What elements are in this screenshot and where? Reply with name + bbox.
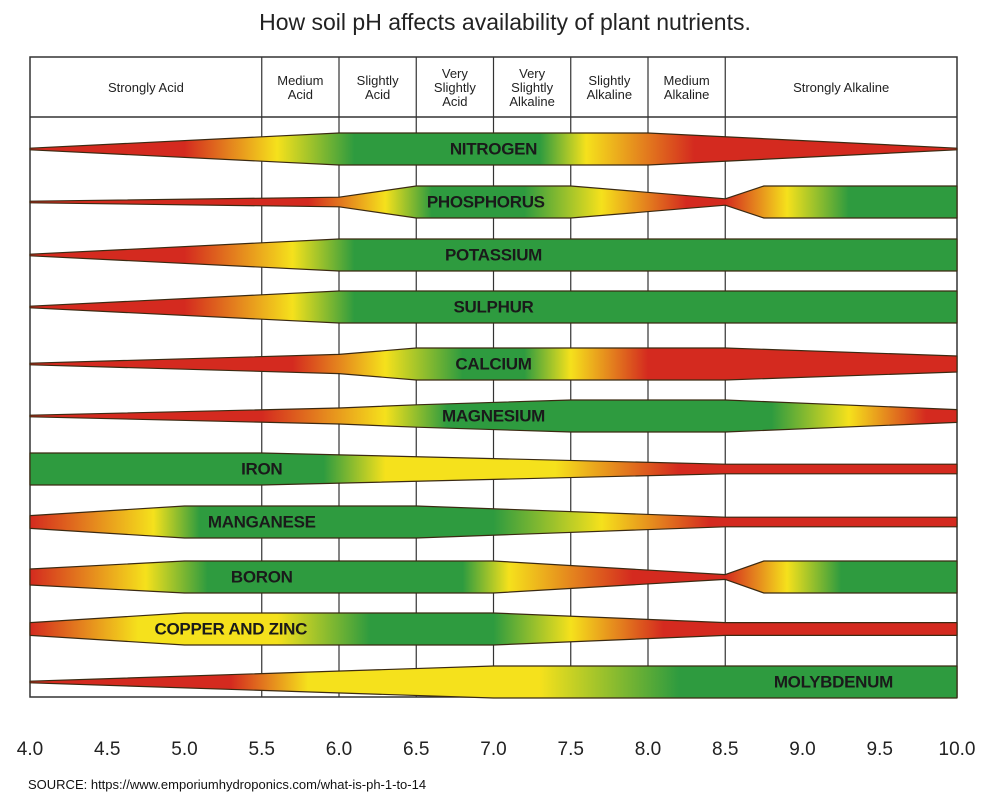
x-tick-label: 5.0: [171, 739, 197, 760]
ph-range-label-line: Acid: [365, 87, 390, 102]
band-shape: [29, 665, 958, 699]
x-tick-label: 6.5: [403, 739, 429, 760]
band-label: MANGANESE: [208, 513, 316, 532]
band-sulphur: SULPHUR: [29, 290, 958, 324]
band-label: NITROGEN: [450, 140, 537, 159]
ph-range-label: Medium Acid: [277, 73, 323, 102]
band-label: PHOSPHORUS: [427, 193, 545, 212]
ph-range-label-line: Slightly: [357, 73, 399, 88]
band-label: POTASSIUM: [445, 246, 542, 265]
ph-range-label: Very Slightly Acid: [434, 66, 476, 109]
ph-range-label-line: Very: [442, 66, 469, 81]
ph-range-label-line: Alkaline: [587, 87, 633, 102]
band-label: IRON: [241, 460, 282, 479]
band-shape: [29, 132, 958, 166]
band-boron: BORON: [29, 560, 958, 594]
ph-range-label: Slightly Acid: [357, 73, 399, 102]
x-tick-label: 4.5: [94, 739, 120, 760]
band-calcium: CALCIUM: [29, 347, 958, 381]
band-shape: [29, 290, 958, 324]
ph-range-label-line: Very: [519, 66, 546, 81]
band-label: MAGNESIUM: [442, 407, 545, 426]
band-shape: [29, 399, 958, 433]
band-shape: [29, 185, 958, 219]
x-tick-label: 8.5: [712, 739, 738, 760]
band-label: BORON: [231, 568, 293, 587]
ph-range-label-line: Acid: [442, 94, 467, 109]
ph-range-label-line: Strongly Alkaline: [793, 80, 889, 95]
band-nitrogen: NITROGEN: [29, 132, 958, 166]
band-copper-and-zinc: COPPER AND ZINC: [29, 612, 958, 646]
band-molybdenum: MOLYBDENUM: [29, 665, 958, 699]
x-tick-label: 8.0: [635, 739, 661, 760]
nutrient-bands: NITROGEN PHOSPHORUS POTASSIUM SULPHUR CALCIU…: [29, 132, 958, 699]
ph-range-label: Slightly Alkaline: [587, 73, 633, 102]
band-iron: IRON: [29, 452, 958, 486]
x-tick-label: 7.0: [480, 739, 506, 760]
ph-range-label-line: Slightly: [511, 80, 553, 95]
ph-range-label-line: Medium: [664, 73, 710, 88]
ph-range-label-line: Alkaline: [664, 87, 710, 102]
band-manganese: MANGANESE: [29, 505, 958, 539]
band-shape: [29, 452, 958, 486]
band-shape: [29, 612, 958, 646]
ph-range-label-line: Strongly Acid: [108, 80, 184, 95]
band-shape: [29, 560, 958, 594]
ph-range-label-line: Medium: [277, 73, 323, 88]
band-magnesium: MAGNESIUM: [29, 399, 958, 433]
band-potassium: POTASSIUM: [29, 238, 958, 272]
x-tick-label: 7.5: [558, 739, 584, 760]
band-label: COPPER AND ZINC: [155, 620, 308, 639]
ph-range-label: Strongly Acid: [108, 80, 184, 95]
band-shape: [29, 347, 958, 381]
x-tick-label: 6.0: [326, 739, 352, 760]
source-caption: SOURCE: https://www.emporiumhydroponics.…: [28, 777, 426, 792]
band-shape: [29, 505, 958, 539]
band-label: SULPHUR: [453, 298, 533, 317]
x-tick-label: 5.5: [249, 739, 275, 760]
x-tick-label: 9.5: [867, 739, 893, 760]
ph-range-label: Medium Alkaline: [664, 73, 710, 102]
ph-range-label-line: Slightly: [434, 80, 476, 95]
x-tick-label: 9.0: [789, 739, 815, 760]
band-shape: [29, 238, 958, 272]
ph-range-label: Strongly Alkaline: [793, 80, 889, 95]
ph-range-label-line: Acid: [288, 87, 313, 102]
ph-range-label-line: Alkaline: [509, 94, 555, 109]
band-label: MOLYBDENUM: [774, 673, 893, 692]
x-axis-ticks: 4.0 4.5 5.0 5.5 6.0 6.5 7.0 7.5 8.0 8.5 9.0 9.5 10.0: [17, 739, 976, 760]
band-label: CALCIUM: [455, 355, 531, 374]
band-phosphorus: PHOSPHORUS: [29, 185, 958, 219]
chart-title: How soil pH affects availability of plan…: [259, 9, 751, 35]
x-tick-label: 4.0: [17, 739, 43, 760]
ph-range-label-line: Slightly: [588, 73, 630, 88]
x-tick-label: 10.0: [939, 739, 976, 760]
ph-range-label: Very Slightly Alkaline: [509, 66, 555, 109]
